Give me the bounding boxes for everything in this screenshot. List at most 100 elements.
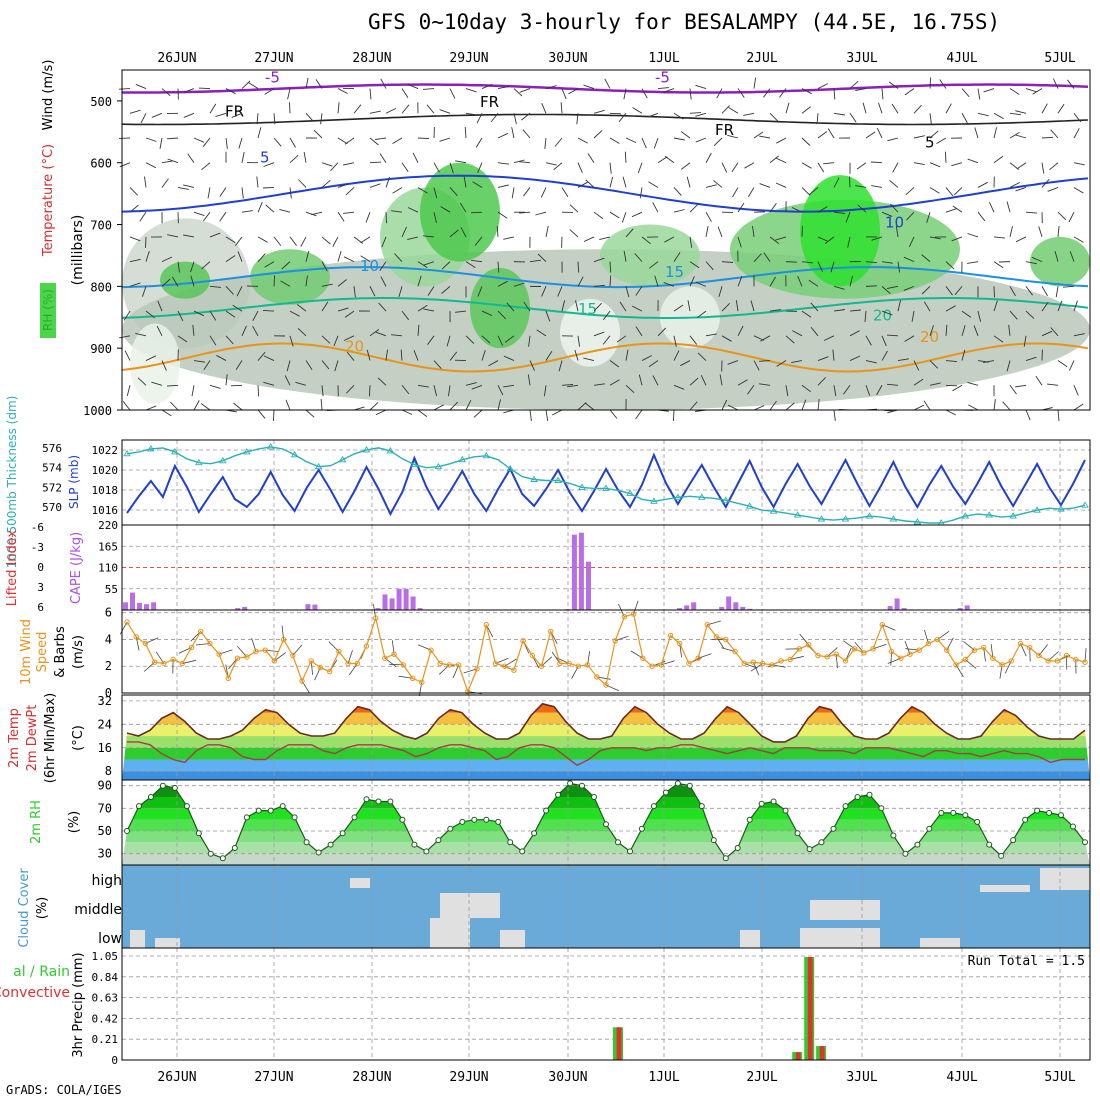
wind-barb xyxy=(545,350,553,361)
wind-barb xyxy=(122,401,131,411)
rh-point xyxy=(914,841,921,848)
rh-point xyxy=(171,784,178,791)
wind-barb xyxy=(135,332,147,337)
wind-barb xyxy=(785,102,790,114)
wind-barb xyxy=(305,112,314,122)
wind-barb xyxy=(401,88,409,99)
rh-point xyxy=(543,807,550,814)
wind-barb xyxy=(123,310,131,321)
wind10m-point xyxy=(603,682,609,688)
wind-barb xyxy=(689,261,700,269)
wind-barb xyxy=(664,155,675,164)
wind-barb xyxy=(657,327,667,337)
wind-barb xyxy=(593,284,605,287)
wind-barb xyxy=(471,384,483,390)
wind-barb xyxy=(263,162,275,167)
wind-barb xyxy=(528,335,531,347)
wind-barb xyxy=(830,261,835,273)
rh-point xyxy=(531,830,538,837)
thickness-marker xyxy=(602,484,610,491)
wind-barb xyxy=(609,261,612,273)
ylabel-rh2m-b: (%) xyxy=(67,811,82,834)
date-label-bottom: 4JUL xyxy=(946,1070,977,1085)
wind10m-point xyxy=(557,660,563,667)
wind-barb xyxy=(609,176,614,188)
wind-barb xyxy=(273,113,276,125)
wind-barb xyxy=(353,104,362,114)
wind-barb xyxy=(625,137,637,144)
rh-point xyxy=(147,794,154,800)
wind-barb xyxy=(369,110,381,114)
wind-barb xyxy=(369,88,372,100)
wind-barb xyxy=(849,355,861,361)
wind-barb xyxy=(129,236,141,242)
wind-barb xyxy=(207,187,211,199)
wind-barb xyxy=(913,135,925,139)
rh-point xyxy=(339,830,346,837)
wind-barb xyxy=(225,137,228,149)
ylabel-precip-total: al / Rain xyxy=(13,964,70,980)
cape-bar xyxy=(130,592,135,610)
wind-barb xyxy=(585,402,595,411)
wind-barb xyxy=(401,162,409,173)
wind-barb xyxy=(689,236,693,248)
wind-barb xyxy=(303,151,307,163)
wind-barb xyxy=(913,162,925,166)
wind-barb xyxy=(602,335,611,345)
temp-tick: 32 xyxy=(98,694,112,708)
wind-barb xyxy=(577,162,583,173)
wind10m-point xyxy=(1063,652,1070,659)
rh-point xyxy=(830,825,837,832)
wind-barb xyxy=(465,112,477,116)
rh-point xyxy=(662,789,669,796)
wind-barb xyxy=(721,302,731,312)
wind-barb xyxy=(635,409,643,420)
wind-barb xyxy=(1073,236,1084,243)
wind-barb xyxy=(295,381,307,386)
wind-barb xyxy=(305,275,308,287)
wind-barb xyxy=(988,202,995,213)
wind-barb xyxy=(569,204,579,213)
wind-barb xyxy=(673,350,680,361)
thickness-marker xyxy=(961,512,970,519)
date-label-top: 1JUL xyxy=(648,51,679,66)
wind-barb xyxy=(441,261,451,270)
wind-barb xyxy=(523,301,531,312)
wind-barb xyxy=(897,358,909,361)
wind-barb xyxy=(321,283,333,287)
wind-barb xyxy=(263,355,275,361)
wind-barb xyxy=(375,409,387,416)
wind-barb xyxy=(401,226,407,238)
wind-barb xyxy=(257,409,266,419)
wind-barb xyxy=(652,202,659,213)
thickness-marker xyxy=(290,450,299,458)
wind-barb xyxy=(779,88,787,98)
wind-barb xyxy=(865,131,876,139)
wind-barb xyxy=(737,275,743,287)
wind-barb xyxy=(521,112,531,121)
wind-barb xyxy=(672,409,675,422)
wind-barb xyxy=(1025,211,1038,214)
thickness-tick: 574 xyxy=(42,462,62,475)
wind-barb xyxy=(1009,385,1017,395)
wind-barb xyxy=(801,225,803,237)
wind-barb xyxy=(1047,383,1059,386)
wind-barb xyxy=(625,228,634,238)
wind-barb xyxy=(360,236,371,244)
cloud-level-label: low xyxy=(98,931,122,947)
wind10m-point xyxy=(280,636,287,643)
date-label-top: 5JUL xyxy=(1044,51,1075,66)
wind-barb xyxy=(543,385,547,397)
wind-barb xyxy=(719,374,723,386)
wind-barb xyxy=(230,384,243,387)
wind-barb xyxy=(904,335,915,342)
wind-barb xyxy=(625,286,630,298)
thickness-marker xyxy=(841,515,850,522)
thickness-marker xyxy=(745,502,754,509)
wind-barb xyxy=(503,384,515,388)
wind-barb xyxy=(529,259,541,263)
wind-barb xyxy=(945,187,954,197)
precip-bar-convective xyxy=(616,1027,622,1060)
wind-barb xyxy=(422,88,435,90)
wind-barb xyxy=(369,137,379,146)
